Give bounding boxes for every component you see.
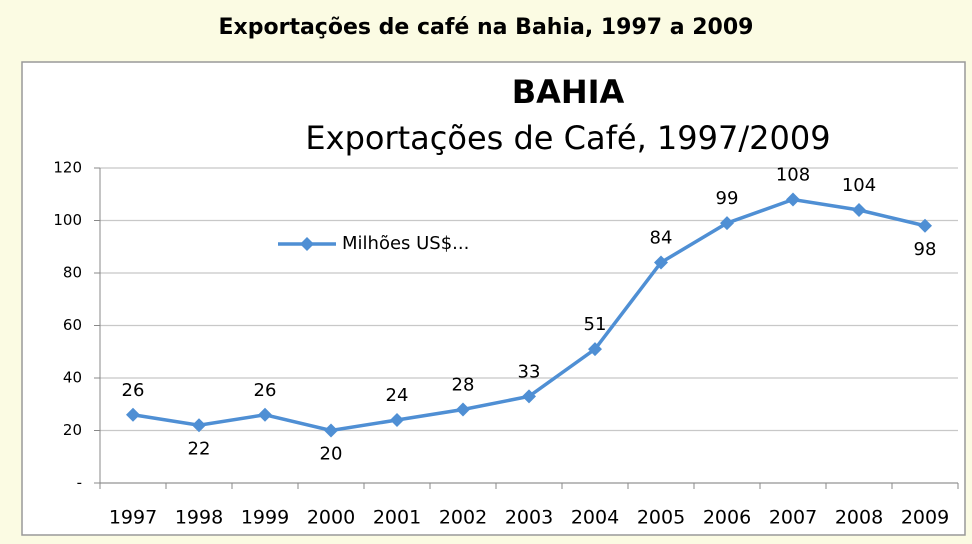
chart-frame xyxy=(21,61,966,536)
data-label: 108 xyxy=(776,165,810,186)
data-label: 51 xyxy=(584,314,607,335)
x-tick-label: 2008 xyxy=(835,507,883,529)
point-marker xyxy=(258,407,272,422)
x-tick-label: 2005 xyxy=(637,507,685,529)
point-marker xyxy=(522,389,536,404)
point-marker xyxy=(126,407,140,422)
point-marker xyxy=(720,216,734,231)
chart-title: BAHIA xyxy=(512,73,625,111)
y-tick-label: - xyxy=(77,474,82,492)
page-title: Exportações de café na Bahia, 1997 a 200… xyxy=(219,15,754,40)
point-marker xyxy=(654,255,668,270)
data-label: 20 xyxy=(320,444,343,465)
y-tick-label: 40 xyxy=(63,369,82,387)
point-marker xyxy=(390,413,404,427)
data-label: 26 xyxy=(254,380,277,401)
x-tick-label: 2000 xyxy=(307,507,355,529)
data-label: 22 xyxy=(188,438,211,459)
x-tick-label: 2004 xyxy=(571,507,619,529)
legend-label: Milhões US$... xyxy=(342,233,469,254)
data-label: 24 xyxy=(386,385,409,406)
x-tick-label: 2006 xyxy=(703,507,751,529)
x-tick-label: 2007 xyxy=(769,507,817,529)
x-tick-label: 2001 xyxy=(373,507,421,529)
x-tick-label: 2009 xyxy=(901,507,949,529)
point-marker xyxy=(852,203,866,217)
point-marker xyxy=(786,192,800,207)
x-tick-label: 2002 xyxy=(439,507,487,529)
y-tick-label: 20 xyxy=(63,421,82,439)
x-tick-label: 1998 xyxy=(175,507,223,529)
y-tick-label: 100 xyxy=(53,211,82,229)
point-marker xyxy=(324,423,338,438)
y-tick-label: 120 xyxy=(53,159,82,177)
y-tick-label: 80 xyxy=(63,264,82,282)
data-label: 33 xyxy=(518,361,541,382)
point-marker xyxy=(192,418,206,433)
y-tick-label: 60 xyxy=(63,316,82,334)
data-label: 28 xyxy=(452,375,475,396)
point-marker xyxy=(588,342,602,357)
data-label: 26 xyxy=(122,380,145,401)
point-marker xyxy=(918,218,932,233)
data-label: 104 xyxy=(842,175,876,196)
chart-subtitle: Exportações de Café, 1997/2009 xyxy=(305,119,830,157)
x-tick-label: 1999 xyxy=(241,507,289,529)
x-tick-label: 2003 xyxy=(505,507,553,529)
data-label: 98 xyxy=(914,239,937,260)
x-tick-label: 1997 xyxy=(109,507,157,529)
point-marker xyxy=(456,402,470,417)
data-label: 84 xyxy=(650,228,673,249)
legend-marker xyxy=(300,237,314,251)
data-label: 99 xyxy=(716,188,739,209)
